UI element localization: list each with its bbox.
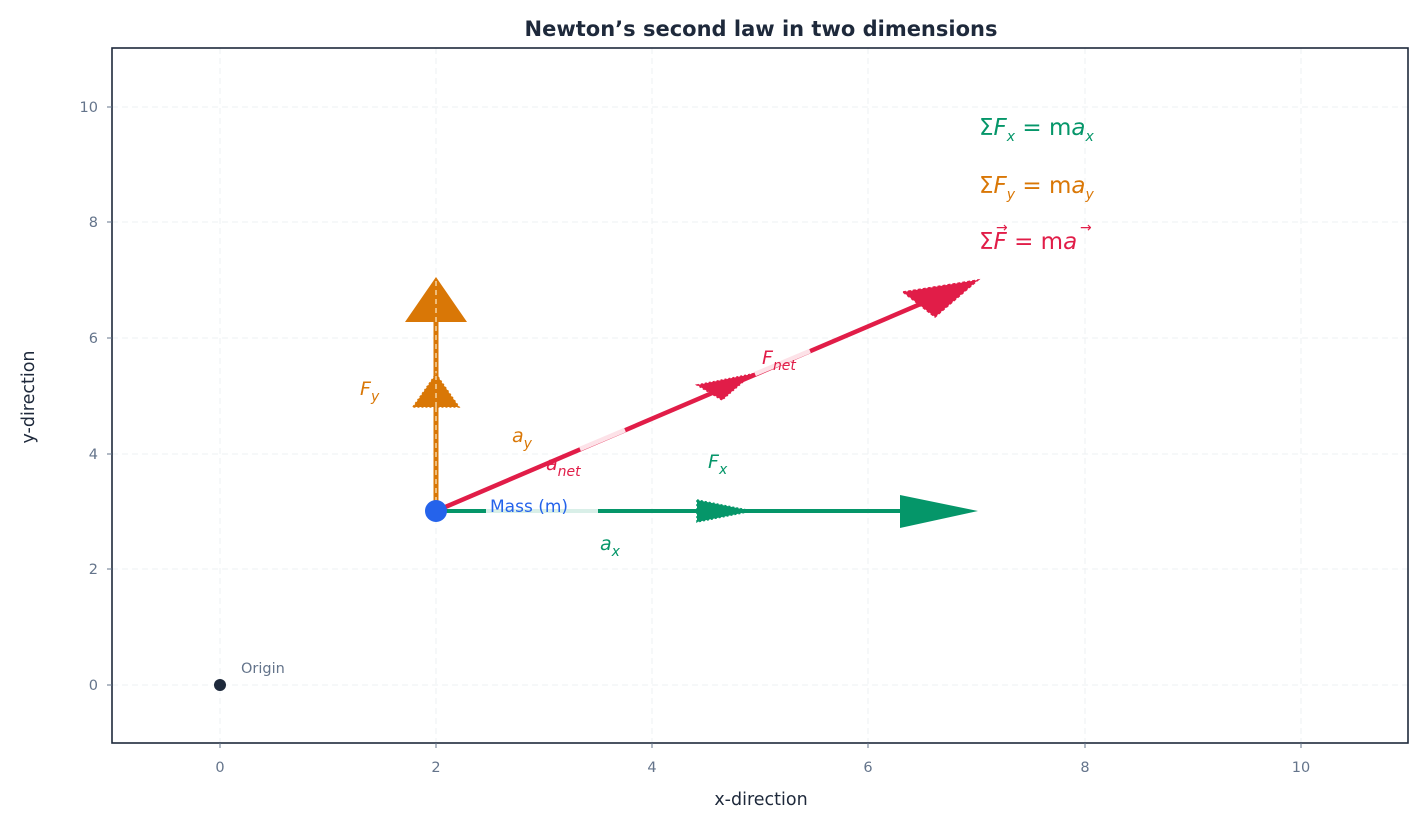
x-tick-label: 2: [431, 760, 440, 776]
plot-frame: [111, 47, 1409, 744]
fnet-label: Fnet: [762, 347, 796, 374]
y-tick-label: 0: [89, 678, 98, 694]
anet-arrowhead-icon: [694, 372, 755, 401]
x-ticks: [219, 743, 1302, 748]
grid: [112, 48, 1408, 743]
ax-arrowhead-icon: [696, 499, 753, 523]
equation-vector: ΣF = ma → →: [979, 220, 1092, 255]
svg-text:ΣF = ma: ΣF = ma: [979, 229, 1077, 255]
chart-title: Newton’s second law in two dimensions: [525, 17, 998, 41]
origin-point: [214, 679, 226, 691]
equation-y: ΣFy = may: [979, 173, 1095, 203]
origin-label: Origin: [241, 661, 285, 677]
equation-x: ΣFx = max: [979, 115, 1095, 145]
vector-arrow-icon: →: [996, 220, 1008, 236]
vector-arrow-icon: →: [1080, 220, 1092, 236]
mass-point: [425, 500, 447, 522]
mass-label-bg: [486, 495, 598, 517]
fnet-arrowhead-icon: [901, 278, 981, 318]
y-tick-label: 8: [89, 215, 98, 231]
fnet-vector: [435, 278, 981, 514]
x-axis-label: x-direction: [714, 790, 807, 810]
y-axis-label: y-direction: [19, 350, 39, 443]
ay-label: ay: [512, 425, 533, 452]
y-tick-labels: 0 2 4 6 8 10: [80, 100, 98, 694]
x-tick-label: 4: [647, 760, 656, 776]
fx-label: Fx: [708, 451, 728, 478]
x-tick-label: 8: [1080, 760, 1089, 776]
y-ticks: [107, 106, 112, 686]
anet-label: anet: [546, 453, 581, 480]
fy-vector: [405, 277, 467, 511]
ay-arrowhead-icon: [411, 372, 461, 408]
x-tick-labels: 0 2 4 6 8 10: [215, 760, 1310, 776]
y-tick-label: 6: [89, 331, 98, 347]
y-tick-label: 4: [89, 447, 98, 463]
ax-label: ax: [600, 533, 621, 560]
mass-label: Mass (m): [490, 497, 568, 517]
x-tick-label: 10: [1292, 760, 1310, 776]
fy-label: Fy: [360, 378, 380, 405]
fx-arrowhead-icon: [900, 495, 978, 528]
y-tick-label: 10: [80, 100, 98, 116]
x-tick-label: 6: [863, 760, 872, 776]
y-tick-label: 2: [89, 562, 98, 578]
x-tick-label: 0: [215, 760, 224, 776]
